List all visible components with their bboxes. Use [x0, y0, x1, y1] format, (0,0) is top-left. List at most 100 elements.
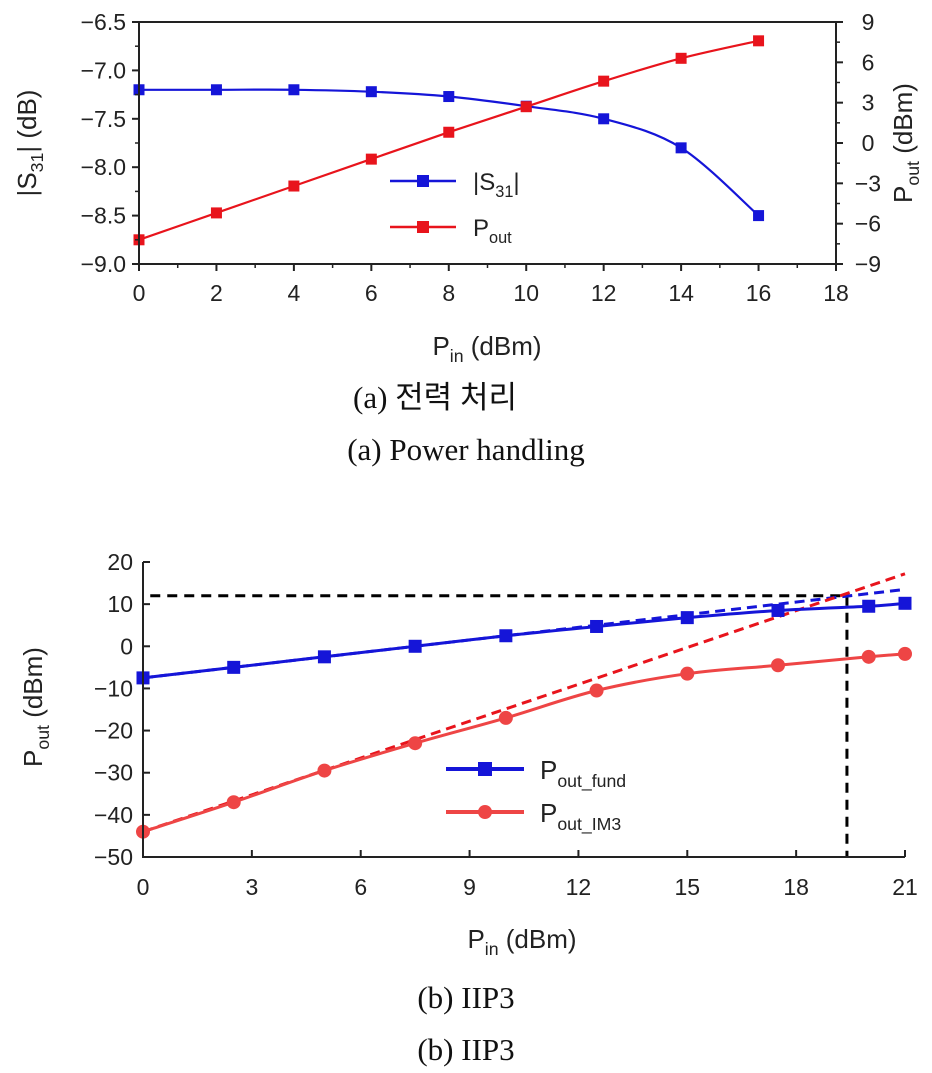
legend-im3-label: Pout_IM3: [540, 798, 621, 835]
x-tick-label: 18: [823, 280, 849, 306]
iip3-y-axis-label: Pout (dBm): [18, 647, 53, 767]
caption-iip3-2: (b) IIP3: [417, 1032, 514, 1067]
x-tick-label: 16: [746, 280, 772, 306]
data-point: [771, 603, 785, 617]
y-left-tick-label: −9.0: [81, 251, 126, 277]
data-point: [675, 142, 687, 154]
x-tick-label: 2: [210, 280, 223, 306]
legend-fund-marker: [478, 762, 492, 776]
data-point: [226, 795, 241, 810]
y-left-tick-label: −8.0: [81, 154, 126, 180]
legend-s31-label: |S31|: [473, 169, 520, 201]
data-point: [589, 683, 604, 698]
data-point: [753, 210, 765, 222]
iip3-x-axis-label: Pin (dBm): [467, 924, 576, 959]
x-tick-label: 12: [591, 280, 617, 306]
y-right-tick-label: 9: [862, 9, 875, 35]
data-point: [317, 650, 331, 664]
data-point: [288, 84, 300, 96]
y-left-tick-label: −8.5: [81, 203, 126, 229]
data-point: [365, 153, 377, 165]
y-tick-label: −30: [94, 760, 133, 786]
caption-korean: (a) 전력 처리: [353, 380, 517, 415]
data-point: [408, 736, 423, 751]
iip3-chart: 0 3 6 9 12 15 18 21 −50 −40 −30 −20 −10 0 10 20 Pin (dB…: [18, 549, 918, 1067]
data-point: [771, 658, 785, 673]
data-point: [590, 619, 604, 633]
x-tick-label: 15: [674, 874, 700, 900]
power-handling-left-y-axis-label: |S31| (dB): [12, 90, 47, 197]
power-handling-legend: |S31| Pout: [390, 169, 520, 247]
x-tick-label: 4: [287, 280, 300, 306]
y-tick-label: −50: [94, 844, 133, 870]
legend-fund-label: Pout_fund: [540, 755, 626, 792]
data-point: [317, 763, 332, 778]
y-tick-label: 20: [107, 549, 133, 575]
power-handling-x-axis-label: Pin (dBm): [432, 331, 541, 366]
x-tick-label: 10: [513, 280, 539, 306]
y-right-tick-label: 0: [862, 130, 875, 156]
data-point: [598, 113, 610, 125]
series-line-0: [139, 88, 760, 217]
data-point: [680, 611, 694, 625]
y-right-tick-label: 6: [862, 49, 875, 75]
x-tick-label: 12: [566, 874, 592, 900]
y-right-tick-label: −9: [855, 251, 881, 277]
power-handling-ticks: 0 2 4 6 8 10 12 14 16 18 −9.0 −8.5 −8.0 −7.5 −7.0 −6.5 −…: [81, 9, 882, 306]
y-tick-label: −20: [94, 718, 133, 744]
x-tick-label: 6: [365, 280, 378, 306]
data-point: [520, 101, 532, 113]
x-tick-label: 18: [783, 874, 809, 900]
legend-im3-marker: [478, 805, 492, 819]
x-tick-label: 21: [892, 874, 918, 900]
data-point: [499, 629, 513, 643]
y-tick-label: −10: [94, 675, 133, 701]
data-point: [861, 649, 876, 664]
data-point: [210, 84, 222, 96]
series-line-1: [142, 652, 906, 834]
data-point: [598, 75, 610, 87]
power-handling-plot-area: [133, 35, 765, 246]
iip3-ticks: 0 3 6 9 12 15 18 21 −50 −40 −30 −20 −10 0 10 20: [94, 549, 918, 900]
y-right-tick-label: 3: [862, 90, 875, 116]
data-point: [288, 180, 300, 192]
y-right-tick-label: −6: [855, 211, 881, 237]
x-tick-label: 0: [133, 280, 146, 306]
data-point: [227, 660, 241, 674]
data-point: [675, 52, 687, 64]
legend-s31-marker: [417, 175, 429, 187]
data-point: [443, 91, 455, 103]
data-point: [898, 596, 912, 610]
x-tick-label: 14: [668, 280, 694, 306]
data-point: [210, 207, 222, 219]
data-point: [680, 666, 695, 681]
data-point: [365, 86, 377, 98]
x-tick-label: 8: [442, 280, 455, 306]
y-left-tick-label: −6.5: [81, 9, 126, 35]
legend-pout-marker: [417, 221, 429, 233]
data-point: [898, 646, 912, 661]
iip3-legend: Pout_fund Pout_IM3: [446, 755, 626, 835]
data-point: [498, 710, 513, 725]
y-tick-label: −40: [94, 802, 133, 828]
data-point: [443, 126, 455, 138]
data-point: [753, 35, 765, 47]
power-handling-right-y-axis-label: Pout (dBm): [888, 83, 923, 203]
x-tick-label: 0: [137, 874, 150, 900]
data-point: [408, 639, 422, 653]
data-point: [862, 599, 876, 613]
caption-iip3-1: (b) IIP3: [417, 980, 514, 1015]
x-tick-label: 9: [463, 874, 476, 900]
y-tick-label: 10: [107, 591, 133, 617]
y-left-tick-label: −7.5: [81, 106, 126, 132]
legend-pout-label: Pout: [473, 215, 512, 247]
y-tick-label: 0: [120, 633, 133, 659]
caption-english: (a) Power handling: [347, 432, 585, 467]
series-line-0: [142, 601, 906, 680]
power-handling-chart: 0 2 4 6 8 10 12 14 16 18 −9.0 −8.5 −8.0 −7.5 −7.0 −6.5 −…: [12, 9, 923, 467]
x-tick-label: 6: [354, 874, 367, 900]
x-tick-label: 3: [245, 874, 258, 900]
y-left-tick-label: −7.0: [81, 57, 126, 83]
y-right-tick-label: −3: [855, 170, 881, 196]
